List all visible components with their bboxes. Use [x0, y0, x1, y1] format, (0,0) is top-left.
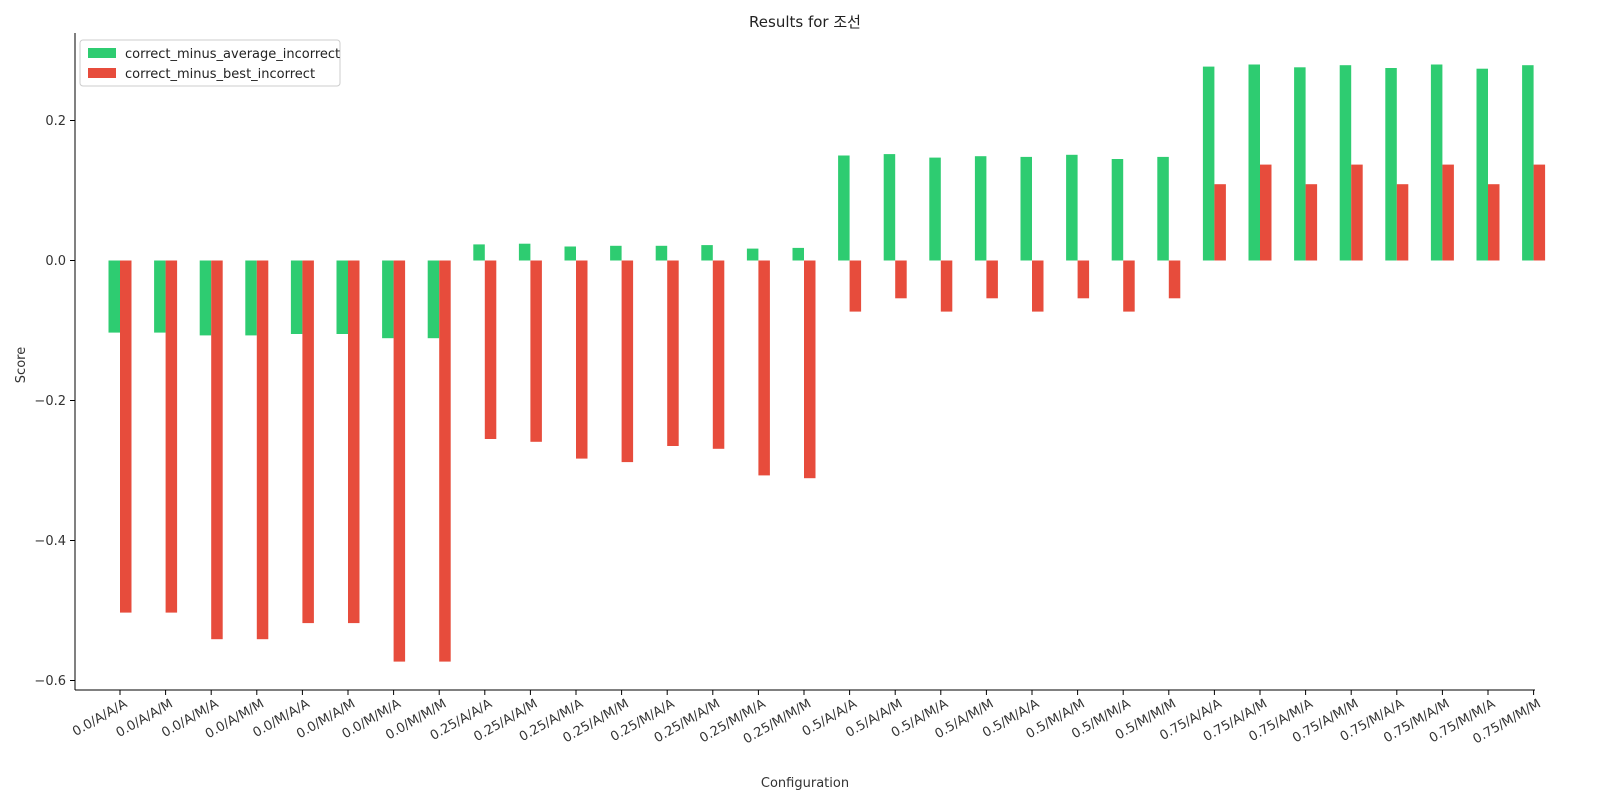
legend-label-average-incorrect: correct_minus_average_incorrect: [125, 47, 340, 62]
bar-best-incorrect-2: [211, 260, 223, 640]
bar-average-incorrect-28: [1385, 68, 1397, 261]
bar-average-incorrect-5: [336, 260, 348, 334]
y-ticks-group: −0.6 −0.4 −0.2 0.0 0.2: [34, 114, 75, 689]
bar-best-incorrect-15: [804, 260, 816, 479]
bar-average-incorrect-16: [838, 155, 850, 261]
bar-best-incorrect-24: [1214, 184, 1226, 261]
bar-best-incorrect-31: [1533, 164, 1546, 261]
legend-swatch-average-incorrect: [88, 48, 116, 58]
bar-best-incorrect-28: [1396, 184, 1409, 261]
bars-group: [108, 64, 1546, 662]
bar-average-incorrect-11: [610, 245, 622, 261]
bar-best-incorrect-5: [348, 260, 360, 624]
bar-best-incorrect-0: [120, 260, 132, 613]
bar-best-incorrect-29: [1442, 164, 1454, 261]
bar-best-incorrect-1: [165, 260, 178, 613]
bar-best-incorrect-19: [986, 260, 998, 299]
bar-average-incorrect-26: [1294, 67, 1306, 261]
bar-average-incorrect-27: [1339, 65, 1352, 261]
bar-average-incorrect-14: [746, 248, 759, 261]
bar-average-incorrect-3: [245, 260, 257, 336]
bar-best-incorrect-9: [530, 260, 542, 442]
bar-average-incorrect-4: [290, 260, 303, 334]
bar-average-incorrect-13: [701, 245, 713, 261]
bar-best-incorrect-22: [1123, 260, 1135, 312]
bar-best-incorrect-26: [1305, 184, 1318, 261]
bar-average-incorrect-31: [1522, 65, 1534, 261]
bar-average-incorrect-25: [1248, 64, 1260, 261]
bar-average-incorrect-18: [929, 157, 941, 261]
bar-best-incorrect-13: [712, 260, 725, 449]
axes-group: [74, 33, 1535, 691]
bar-best-incorrect-27: [1351, 164, 1363, 261]
bar-average-incorrect-19: [974, 156, 987, 261]
bar-best-incorrect-3: [256, 260, 269, 640]
bar-best-incorrect-25: [1260, 164, 1272, 261]
chart-title: Results for 조선: [749, 13, 861, 31]
legend-label-best-incorrect: correct_minus_best_incorrect: [125, 67, 315, 82]
x-ticks-group: 0.0/A/A/A0.0/A/A/M0.0/A/M/A0.0/A/M/M0.0/…: [70, 690, 1544, 747]
legend: correct_minus_average_incorrect correct_…: [79, 39, 341, 87]
bar-best-incorrect-4: [302, 260, 314, 624]
bar-average-incorrect-23: [1157, 156, 1169, 261]
bar-best-incorrect-16: [849, 260, 862, 312]
legend-frame: [79, 39, 341, 87]
bar-average-incorrect-12: [655, 245, 668, 261]
bar-best-incorrect-6: [393, 260, 406, 662]
bar-best-incorrect-10: [576, 260, 588, 459]
y-tick-label: −0.2: [34, 394, 66, 409]
bar-average-incorrect-20: [1020, 156, 1032, 261]
y-tick-label: −0.6: [34, 674, 66, 689]
bar-average-incorrect-30: [1476, 68, 1488, 261]
bar-average-incorrect-8: [473, 244, 485, 261]
bar-average-incorrect-1: [154, 260, 166, 333]
bar-best-incorrect-20: [1032, 260, 1044, 312]
x-axis-title: Configuration: [761, 776, 849, 791]
bar-best-incorrect-23: [1168, 260, 1181, 299]
y-axis-title: Score: [14, 347, 29, 383]
bar-average-incorrect-24: [1202, 66, 1215, 261]
bar-best-incorrect-30: [1488, 184, 1500, 261]
bar-best-incorrect-14: [758, 260, 770, 476]
y-tick-label: 0.2: [45, 114, 66, 129]
bar-average-incorrect-15: [792, 247, 804, 261]
bar-best-incorrect-8: [484, 260, 497, 439]
y-tick-label: −0.4: [34, 534, 66, 549]
bar-best-incorrect-21: [1077, 260, 1090, 299]
bar-average-incorrect-2: [199, 260, 212, 336]
bar-average-incorrect-17: [883, 154, 896, 261]
bar-average-incorrect-6: [382, 260, 394, 339]
bar-average-incorrect-29: [1430, 64, 1443, 261]
bar-best-incorrect-11: [621, 260, 634, 463]
bar-average-incorrect-9: [518, 243, 531, 261]
bar-average-incorrect-10: [564, 246, 576, 261]
bar-average-incorrect-21: [1066, 154, 1078, 261]
bar-average-incorrect-0: [108, 260, 120, 333]
bar-best-incorrect-12: [667, 260, 679, 446]
bar-best-incorrect-7: [439, 260, 451, 662]
legend-swatch-best-incorrect: [88, 68, 116, 78]
bar-average-incorrect-7: [427, 260, 440, 339]
bar-average-incorrect-22: [1111, 159, 1124, 261]
bar-best-incorrect-18: [940, 260, 953, 312]
bar-best-incorrect-17: [895, 260, 907, 299]
y-tick-label: 0.0: [45, 254, 66, 269]
